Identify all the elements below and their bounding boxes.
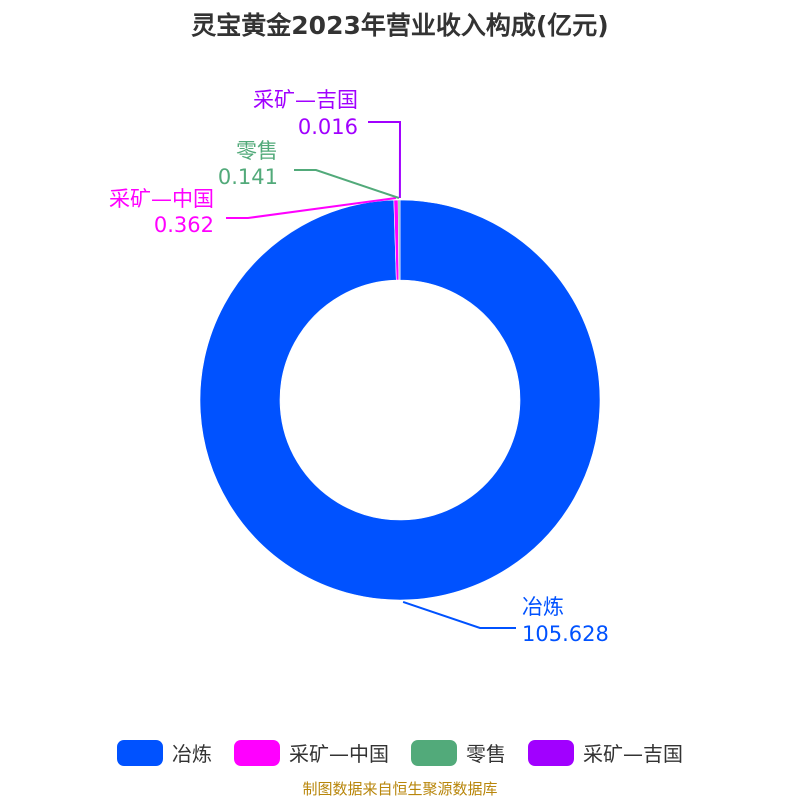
slice-label-0: 冶炼: [522, 595, 564, 619]
donut-chart: 冶炼 105.628 采矿—中国0.362 零售0.141 采矿—吉国 0.016: [109, 88, 609, 646]
legend-label: 零售: [466, 742, 506, 766]
callout-line-0: [402, 601, 516, 629]
slice-value-3: 0.016: [298, 115, 358, 139]
legend-item-3[interactable]: 采矿—吉国: [528, 738, 683, 767]
slice-group: [199, 199, 601, 601]
slice-0: [199, 199, 601, 601]
legend-swatch: [234, 739, 280, 766]
slice-value-0: 105.628: [522, 622, 609, 646]
slice-value-1: 0.362: [154, 213, 214, 237]
source-note: 制图数据来自恒生聚源数据库: [302, 780, 498, 798]
slice-value-2: 0.141: [218, 165, 278, 189]
legend-item-0[interactable]: 冶炼: [117, 738, 212, 767]
chart-title: 灵宝黄金2023年营业收入构成(亿元): [191, 11, 609, 40]
callout-group: 冶炼 105.628 采矿—中国0.362 零售0.141 采矿—吉国 0.016: [109, 88, 609, 646]
legend-swatch: [528, 739, 574, 766]
callout-line-3: [368, 121, 402, 199]
legend-label: 冶炼: [172, 742, 212, 766]
legend-swatch: [117, 739, 163, 766]
callout-line-2: [294, 169, 400, 199]
slice-label-2: 零售: [236, 139, 278, 163]
legend-label: 采矿—吉国: [583, 742, 683, 766]
callout-line-1: [226, 197, 397, 219]
legend: 冶炼 采矿—中国 零售 采矿—吉国: [0, 738, 800, 767]
legend-label: 采矿—中国: [289, 742, 389, 766]
legend-item-2[interactable]: 零售: [411, 738, 506, 767]
slice-label-3: 采矿—吉国: [253, 88, 358, 112]
legend-item-1[interactable]: 采矿—中国: [234, 738, 389, 767]
slice-label-1: 采矿—中国: [109, 187, 214, 211]
legend-swatch: [411, 739, 457, 766]
